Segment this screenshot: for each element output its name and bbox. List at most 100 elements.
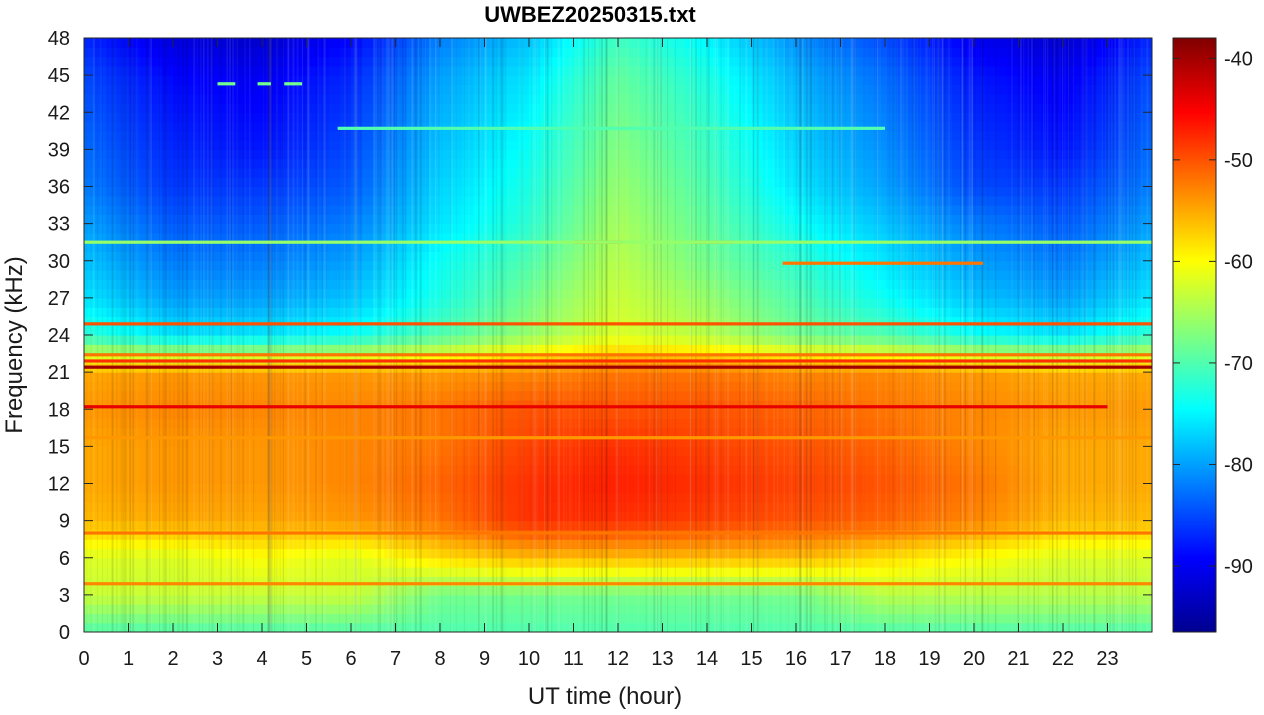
heatmap-cell xyxy=(84,622,96,632)
heatmap-cell xyxy=(206,585,219,596)
heatmap-cell xyxy=(161,520,174,531)
heatmap-cell xyxy=(306,270,319,280)
heatmap-cell xyxy=(250,399,263,410)
heatmap-cell xyxy=(551,344,563,355)
heatmap-cell xyxy=(762,567,775,577)
heatmap-cell xyxy=(551,585,563,596)
heatmap-cell xyxy=(395,446,408,457)
heatmap-cell xyxy=(695,223,708,234)
heatmap-cell xyxy=(818,140,830,150)
heatmap-cell xyxy=(562,38,575,48)
heatmap-cell xyxy=(551,372,563,383)
heatmap-cell xyxy=(651,186,664,197)
heatmap-cell xyxy=(707,167,719,178)
heatmap-cell xyxy=(751,270,764,280)
heatmap-cell xyxy=(451,567,463,577)
heatmap-cell xyxy=(517,102,530,113)
heatmap-cell xyxy=(707,75,719,86)
heatmap-cell xyxy=(339,149,352,160)
heatmap-cell xyxy=(851,84,864,95)
heatmap-cell xyxy=(651,539,664,550)
heatmap-cell xyxy=(529,464,541,475)
heatmap-cell xyxy=(195,279,207,290)
heatmap-cell xyxy=(161,65,174,76)
heatmap-cell xyxy=(851,325,864,336)
heatmap-cell xyxy=(951,622,964,632)
heatmap-cell xyxy=(762,474,775,485)
heatmap-cell xyxy=(351,576,363,587)
heatmap-cell xyxy=(339,344,352,355)
heatmap-cell xyxy=(684,529,697,540)
heatmap-cell xyxy=(762,84,775,95)
heatmap-cell xyxy=(306,195,319,206)
heatmap-cell xyxy=(317,344,330,355)
heatmap-cell xyxy=(228,84,241,95)
heatmap-cell xyxy=(740,223,753,234)
heatmap-cell xyxy=(284,251,296,262)
heatmap-cell xyxy=(529,270,541,280)
heatmap-cell xyxy=(773,399,786,410)
heatmap-cell xyxy=(751,158,764,169)
heatmap-cell xyxy=(262,205,274,215)
heatmap-cell xyxy=(495,288,508,299)
heatmap-cell xyxy=(618,75,630,86)
heatmap-cell xyxy=(773,93,786,104)
heatmap-cell xyxy=(640,399,652,410)
heatmap-cell xyxy=(195,613,207,624)
heatmap-cell xyxy=(773,548,786,559)
heatmap-cell xyxy=(262,177,274,188)
heatmap-cell xyxy=(384,390,397,401)
heatmap-cell xyxy=(184,65,196,76)
heatmap-cell xyxy=(395,418,408,429)
heatmap-cell xyxy=(128,464,141,475)
heatmap-cell xyxy=(896,372,908,383)
heatmap-cell xyxy=(918,242,931,253)
heatmap-cell xyxy=(406,390,419,401)
heatmap-cell xyxy=(740,214,753,225)
heatmap-cell xyxy=(328,520,341,531)
heatmap-cell xyxy=(306,437,319,447)
heatmap-cell xyxy=(462,279,474,290)
heatmap-cell xyxy=(161,56,174,67)
heatmap-cell xyxy=(228,455,241,466)
heatmap-cell xyxy=(206,75,219,86)
heatmap-cell xyxy=(250,437,263,447)
heatmap-cell xyxy=(873,65,886,76)
heatmap-cell xyxy=(373,232,385,243)
heatmap-cell xyxy=(150,288,163,299)
heatmap-cell xyxy=(551,130,563,141)
heatmap-cell xyxy=(139,260,152,271)
heatmap-cell xyxy=(317,483,330,494)
heatmap-cell xyxy=(506,158,519,169)
heatmap-cell xyxy=(718,529,730,540)
heatmap-cell xyxy=(629,502,641,512)
heatmap-cell xyxy=(562,242,575,253)
heatmap-cell xyxy=(150,270,163,280)
heatmap-cell xyxy=(640,557,652,568)
heatmap-cell xyxy=(139,409,152,420)
heatmap-cell xyxy=(495,492,508,503)
heatmap-cell xyxy=(651,372,664,383)
heatmap-cell xyxy=(684,548,697,559)
heatmap-cell xyxy=(595,112,608,123)
heatmap-cell xyxy=(629,344,641,355)
heatmap-cell xyxy=(762,75,775,86)
heatmap-cell xyxy=(373,372,385,383)
heatmap-cell xyxy=(228,177,241,188)
chart-title: UWBEZ20250315.txt xyxy=(484,2,696,27)
heatmap-cell xyxy=(640,279,652,290)
heatmap-cell xyxy=(206,474,219,485)
heatmap-cell xyxy=(796,474,808,485)
heatmap-cell xyxy=(473,335,486,345)
heatmap-cell xyxy=(206,594,219,605)
heatmap-cell xyxy=(929,409,942,420)
heatmap-cell xyxy=(217,446,230,457)
heatmap-cell xyxy=(473,270,486,280)
heatmap-cell xyxy=(807,242,819,253)
heatmap-cell xyxy=(440,47,452,58)
heatmap-cell xyxy=(829,567,842,577)
heatmap-cell xyxy=(740,84,753,95)
heatmap-cell xyxy=(339,399,352,410)
heatmap-cell xyxy=(896,409,908,420)
heatmap-cell xyxy=(851,288,864,299)
